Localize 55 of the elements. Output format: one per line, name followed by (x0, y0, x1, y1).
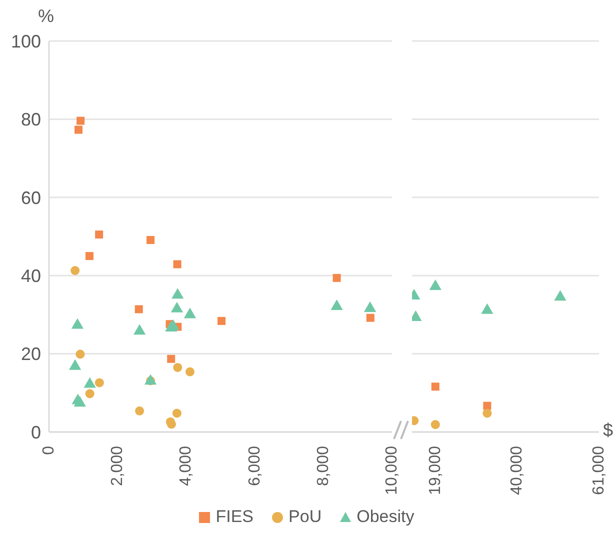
legend-label: FIES (216, 507, 254, 527)
point (134, 305, 143, 314)
point (95, 230, 104, 239)
x-tick-label: 61,000 (590, 446, 608, 495)
point (184, 308, 196, 318)
y-axis-title: % (38, 6, 54, 27)
point (71, 318, 84, 329)
point (170, 302, 184, 312)
point (218, 316, 226, 325)
point (135, 406, 144, 416)
y-tick-label: 0 (30, 422, 41, 442)
x-tick-label: 8,000 (314, 446, 332, 486)
point (185, 367, 194, 376)
point (84, 377, 96, 388)
point (146, 236, 155, 244)
x-tick-label: 10,000 (384, 446, 400, 495)
point (554, 290, 566, 301)
point (364, 301, 376, 312)
point (481, 303, 494, 314)
point (68, 359, 82, 370)
x-tick-label: 0 (40, 446, 58, 455)
point (85, 252, 94, 260)
point (76, 350, 85, 359)
y-tick-label: 20 (20, 344, 41, 364)
point (133, 324, 146, 335)
point (332, 274, 341, 282)
x-axis-title: $ (602, 420, 613, 441)
point (85, 389, 94, 398)
point (173, 362, 182, 372)
x-tick-label: 2,000 (109, 446, 126, 486)
y-tick-label: 60 (20, 188, 41, 208)
y-tick-label: 80 (20, 110, 41, 130)
point (483, 402, 492, 410)
legend-label: PoU (288, 507, 322, 527)
y-tick-label: 100 (10, 31, 41, 52)
legend-label: Obesity (356, 507, 414, 527)
y-tick-label: 40 (20, 266, 41, 286)
point (94, 378, 104, 388)
point (76, 116, 85, 125)
point (482, 408, 492, 418)
x-tick-label: 40,000 (508, 446, 526, 495)
point (431, 382, 440, 391)
point (74, 396, 86, 407)
point (172, 408, 182, 418)
point (366, 314, 374, 322)
point (429, 280, 442, 290)
point (173, 260, 182, 268)
point (172, 288, 184, 299)
point (74, 126, 82, 134)
point (430, 420, 440, 430)
x-tick-label: 6,000 (246, 446, 264, 486)
point (70, 266, 80, 276)
x-tick-label: 19,000 (426, 446, 444, 495)
point (167, 354, 176, 363)
x-tick-label: 4,000 (178, 446, 195, 486)
